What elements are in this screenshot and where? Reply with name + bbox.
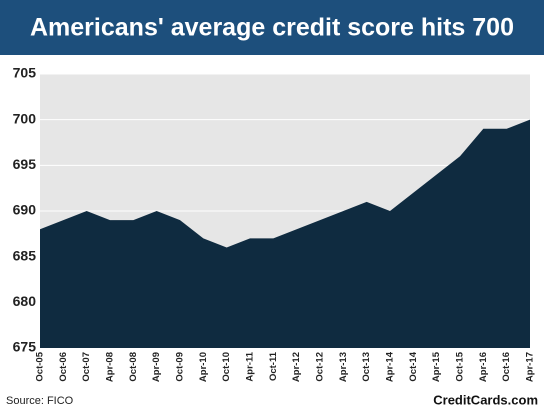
- y-tick-label: 685: [13, 247, 37, 263]
- x-tick-label: Oct-13: [361, 352, 372, 382]
- x-tick-label: Oct-08: [128, 352, 139, 382]
- x-tick-label: Oct-09: [175, 352, 186, 382]
- x-tick-label: Apr-11: [245, 351, 256, 381]
- x-tick-label: Apr-15: [431, 351, 442, 382]
- y-tick-label: 695: [13, 156, 37, 172]
- x-tick-label: Apr-14: [385, 351, 396, 382]
- x-tick-label: Oct-10: [221, 352, 232, 382]
- x-tick-label: Oct-05: [35, 351, 46, 381]
- x-tick-label: Apr-10: [198, 352, 209, 382]
- y-tick-label: 705: [13, 65, 37, 81]
- y-tick-label: 675: [13, 339, 37, 355]
- x-tick-label: Oct-11: [268, 351, 279, 381]
- chart-title: Americans' average credit score hits 700: [30, 14, 514, 42]
- x-tick-label: Apr-13: [338, 352, 349, 382]
- y-tick-label: 680: [13, 293, 37, 309]
- x-tick-label: Oct-12: [315, 352, 326, 382]
- x-tick-label: Oct-07: [81, 352, 92, 382]
- x-tick-label: Oct-14: [408, 351, 419, 381]
- x-tick-label: Apr-17: [525, 352, 536, 382]
- y-tick-label: 700: [13, 110, 37, 126]
- x-tick-label: Apr-09: [151, 352, 162, 382]
- x-tick-label: Oct-16: [501, 352, 512, 382]
- brand: CreditCards.com: [433, 392, 538, 407]
- x-tick-label: Oct-15: [455, 351, 466, 381]
- area: [40, 119, 530, 349]
- y-tick-label: 690: [13, 202, 37, 218]
- title-bar: [0, 0, 544, 55]
- x-tick-label: Apr-08: [105, 352, 116, 382]
- source: Source: FICO: [6, 395, 74, 407]
- x-tick-label: Apr-16: [478, 352, 489, 382]
- x-tick-label: Oct-06: [58, 352, 69, 382]
- x-tick-label: Apr-12: [291, 352, 302, 382]
